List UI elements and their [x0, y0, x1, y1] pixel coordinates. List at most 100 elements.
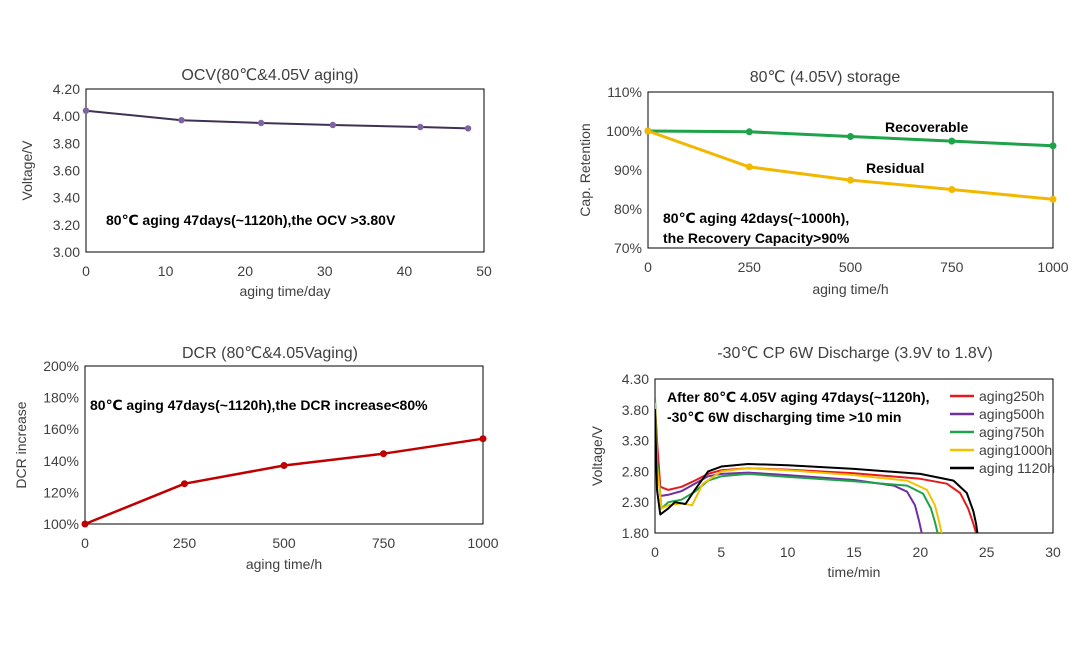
x-tick-label: 20 — [913, 544, 929, 560]
x-tick-label: 0 — [82, 263, 90, 279]
series-line-aging750h — [655, 396, 939, 533]
data-point — [644, 127, 652, 135]
x-tick-label: 1000 — [467, 535, 498, 551]
y-tick-label: 3.40 — [53, 190, 80, 206]
data-point — [257, 119, 265, 127]
x-tick-label: 1000 — [1037, 259, 1068, 275]
annotation-text: -30℃ 6W discharging time >10 min — [667, 409, 901, 425]
y-tick-label: 2.80 — [622, 463, 649, 479]
x-tick-label: 30 — [1045, 544, 1061, 560]
series-line-aging-1120h — [655, 408, 979, 533]
x-tick-label: 25 — [979, 544, 995, 560]
y-tick-label: 3.60 — [53, 163, 80, 179]
annotation-text: the Recovery Capacity>90% — [663, 230, 850, 246]
y-axis-label: Voltage/V — [19, 140, 35, 201]
plot-area — [655, 396, 979, 533]
data-point — [948, 186, 956, 193]
data-point — [847, 133, 854, 140]
x-tick-label: 5 — [717, 544, 725, 560]
x-tick-label: 750 — [372, 535, 396, 551]
legend-label: aging1000h — [979, 442, 1052, 458]
plot-frame — [84, 365, 484, 525]
data-point — [81, 520, 89, 528]
data-point — [948, 137, 956, 145]
data-point — [847, 176, 854, 184]
y-tick-label: 4.20 — [53, 81, 80, 97]
chart-title: OCV(80℃&4.05V aging) — [181, 67, 358, 84]
y-tick-label: 110% — [607, 84, 642, 100]
x-axis-label: aging time/h — [812, 281, 888, 297]
legend: aging250h aging500h aging750h aging1000h agi… — [950, 388, 1055, 476]
x-tick-label: 750 — [940, 259, 964, 275]
data-point — [464, 125, 472, 132]
x-tick-label: 250 — [173, 535, 197, 551]
y-axis-label: Cap. Retention — [577, 123, 593, 216]
annotation-text: 80℃ aging 47days(~1120h),the OCV >3.80V — [106, 212, 396, 228]
data-point — [1049, 195, 1057, 203]
data-point — [745, 128, 753, 136]
y-tick-label: 180% — [43, 390, 79, 406]
y-tick-label: 200% — [43, 358, 79, 374]
data-point — [329, 121, 336, 129]
x-axis-label: aging time/day — [239, 283, 330, 299]
x-tick-label: 500 — [839, 259, 863, 275]
discharge-chart: -30℃ CP 6W Discharge (3.9V to 1.8V) 0 5 10 1… — [589, 345, 1061, 580]
chart-title: -30℃ CP 6W Discharge (3.9V to 1.8V) — [717, 345, 993, 362]
series-label: Recoverable — [885, 119, 968, 135]
y-tick-label: 2.30 — [622, 494, 649, 510]
y-tick-label: 1.80 — [622, 525, 649, 541]
y-tick-label: 4.30 — [622, 371, 649, 387]
y-tick-label: 3.00 — [53, 244, 80, 260]
y-tick-label: 140% — [43, 453, 79, 469]
chart-title: 80℃ (4.05V) storage — [750, 69, 901, 86]
y-tick-label: 3.80 — [53, 135, 80, 151]
data-point — [745, 163, 753, 171]
data-point — [82, 107, 90, 114]
annotation-text: 80℃ aging 42days(~1000h), — [663, 210, 849, 226]
plot-frame — [647, 91, 1054, 249]
plot-frame — [85, 88, 485, 253]
storage-chart: 80℃ (4.05V) storage 0 250 500 750 1000 70% 80% 9… — [577, 69, 1069, 297]
x-tick-label: 30 — [317, 263, 333, 279]
annotation-text: After 80℃ 4.05V aging 47days(~1120h), — [667, 389, 929, 405]
series-line-aging500h — [655, 402, 923, 533]
y-tick-label: 3.30 — [622, 433, 649, 449]
x-tick-label: 10 — [780, 544, 796, 560]
plot-frame — [654, 378, 1054, 534]
x-tick-label: 15 — [846, 544, 862, 560]
x-tick-label: 10 — [158, 263, 174, 279]
x-tick-label: 40 — [397, 263, 413, 279]
data-point — [178, 117, 185, 124]
y-tick-label: 70% — [614, 240, 642, 256]
data-point — [417, 123, 424, 131]
y-axis-label: DCR increase — [13, 401, 29, 488]
y-tick-label: 100% — [43, 516, 79, 532]
x-tick-label: 50 — [476, 263, 492, 279]
ocv-chart: OCV(80℃&4.05V aging) 0 10 20 30 40 50 3.00 3.20 3… — [19, 67, 492, 299]
chart-title: DCR (80℃&4.05Vaging) — [182, 345, 358, 362]
y-tick-label: 3.80 — [622, 402, 649, 418]
legend-label: aging500h — [979, 406, 1044, 422]
y-axis-label: Voltage/V — [589, 425, 605, 486]
dcr-chart: DCR (80℃&4.05Vaging) 0 250 500 750 1000 100% 12… — [13, 345, 499, 572]
x-axis-label: aging time/h — [246, 556, 322, 572]
series-line — [85, 109, 470, 130]
x-tick-label: 0 — [644, 259, 652, 275]
series-line — [83, 437, 485, 526]
series-line-aging1000h — [655, 402, 943, 533]
y-tick-label: 90% — [614, 162, 642, 178]
legend-label: aging250h — [979, 388, 1044, 404]
data-point — [1049, 142, 1057, 150]
data-point — [479, 435, 487, 443]
x-tick-label: 0 — [81, 535, 89, 551]
y-tick-label: 120% — [43, 484, 79, 500]
y-tick-label: 160% — [43, 421, 79, 437]
series-label: Residual — [866, 160, 924, 176]
legend-label: aging750h — [979, 424, 1044, 440]
x-tick-label: 20 — [237, 263, 253, 279]
legend-label: aging 1120h — [979, 460, 1055, 476]
y-tick-label: 4.00 — [53, 108, 80, 124]
x-axis-label: time/min — [828, 564, 881, 580]
x-tick-label: 0 — [651, 544, 659, 560]
